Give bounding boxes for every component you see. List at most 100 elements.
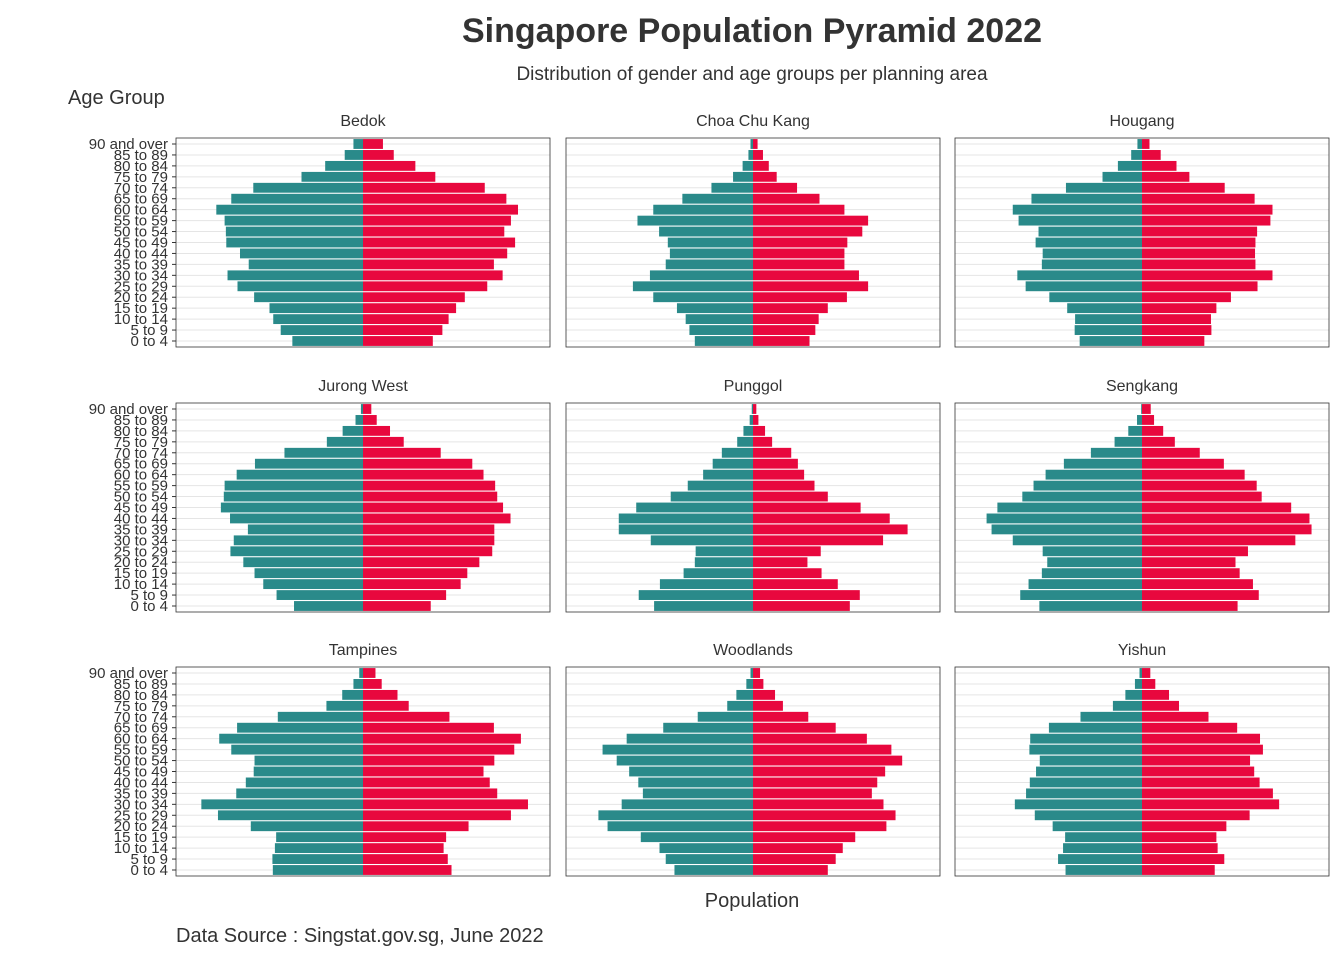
bar-left-bedok-90-and-over	[353, 139, 363, 149]
bar-right-choa-chu-kang-75-to-79	[753, 171, 777, 182]
bar-left-yishun-50-to-54	[1039, 755, 1142, 766]
bar-right-yishun-85-to-89	[1142, 679, 1156, 689]
y-tick-label: 0 to 4	[130, 598, 168, 615]
y-tick-label: 15 to 19	[114, 300, 168, 317]
bar-left-hougang-25-to-29	[1025, 281, 1142, 292]
bar-right-choa-chu-kang-50-to-54	[753, 226, 863, 237]
bar-left-tampines-25-to-29	[217, 810, 363, 821]
bar-left-punggol-5-to-9	[638, 590, 753, 600]
bar-left-hougang-40-to-44	[1042, 248, 1142, 259]
y-tick-label: 45 to 49	[114, 235, 168, 252]
y-tick-label: 50 to 54	[114, 224, 168, 241]
bar-right-punggol-5-to-9	[753, 590, 860, 600]
bar-left-hougang-65-to-69	[1031, 193, 1142, 204]
y-tick-label: 60 to 64	[114, 202, 168, 219]
bar-left-hougang-10-to-14	[1075, 314, 1142, 325]
y-tick-label: 30 to 34	[114, 267, 168, 284]
bar-right-hougang-20-to-24	[1142, 292, 1231, 303]
y-tick-label: 85 to 89	[114, 676, 168, 693]
bar-left-woodlands-0-to-4	[674, 865, 753, 875]
bar-left-sengkang-35-to-39	[991, 524, 1142, 535]
bar-left-hougang-35-to-39	[1041, 259, 1142, 270]
y-tick-label: 30 to 34	[114, 796, 168, 813]
bar-right-bedok-35-to-39	[363, 259, 494, 270]
bar-right-tampines-50-to-54	[363, 755, 495, 766]
bar-left-hougang-5-to-9	[1074, 325, 1142, 335]
bar-left-hougang-55-to-59	[1018, 215, 1142, 226]
panel-title-jurong-west: Jurong West	[318, 378, 408, 395]
bar-left-yishun-5-to-9	[1058, 854, 1142, 864]
bar-left-jurong-west-55-to-59	[224, 480, 363, 491]
bar-left-jurong-west-60-to-64	[236, 469, 363, 480]
bar-right-woodlands-40-to-44	[753, 777, 878, 788]
bar-right-yishun-60-to-64	[1142, 733, 1261, 744]
bar-right-yishun-15-to-19	[1142, 832, 1217, 843]
y-tick-label: 65 to 69	[114, 456, 168, 473]
y-tick-label: 0 to 4	[130, 333, 168, 350]
bar-right-woodlands-85-to-89	[753, 679, 764, 689]
bar-right-yishun-65-to-69	[1142, 722, 1238, 733]
panel-title-bedok: Bedok	[340, 113, 386, 130]
y-tick-label: 70 to 74	[114, 445, 168, 462]
bar-right-yishun-10-to-14	[1142, 843, 1218, 854]
bar-right-sengkang-65-to-69	[1142, 458, 1224, 469]
bar-right-punggol-30-to-34	[753, 535, 884, 546]
bar-left-woodlands-70-to-74	[697, 711, 753, 722]
chart-title: Singapore Population Pyramid 2022	[462, 12, 1042, 50]
y-tick-label: 65 to 69	[114, 720, 168, 737]
bar-left-tampines-35-to-39	[236, 788, 363, 799]
bar-left-choa-chu-kang-15-to-19	[676, 303, 753, 314]
bar-left-bedok-85-to-89	[344, 150, 363, 160]
bar-right-yishun-75-to-79	[1142, 700, 1179, 711]
bar-left-choa-chu-kang-55-to-59	[637, 215, 753, 226]
bar-left-choa-chu-kang-25-to-29	[632, 281, 753, 292]
bar-right-woodlands-10-to-14	[753, 843, 843, 854]
bar-left-tampines-45-to-49	[253, 766, 363, 777]
bar-left-yishun-90-and-over	[1139, 668, 1142, 678]
bar-right-choa-chu-kang-5-to-9	[753, 325, 816, 335]
chart-subtitle: Distribution of gender and age groups pe…	[516, 64, 988, 85]
bar-right-jurong-west-40-to-44	[363, 513, 511, 524]
bar-right-sengkang-0-to-4	[1142, 601, 1238, 611]
bar-right-yishun-70-to-74	[1142, 711, 1209, 722]
bar-right-woodlands-75-to-79	[753, 700, 783, 711]
bar-left-hougang-45-to-49	[1035, 237, 1142, 248]
bar-right-jurong-west-90-and-over	[363, 404, 372, 414]
panel-choa-chu-kang: Choa Chu Kang	[565, 113, 941, 348]
bar-left-choa-chu-kang-45-to-49	[667, 237, 753, 248]
bar-left-bedok-50-to-54	[225, 226, 363, 237]
bar-left-choa-chu-kang-75-to-79	[733, 171, 753, 182]
bar-left-woodlands-75-to-79	[727, 700, 753, 711]
bar-left-woodlands-25-to-29	[598, 810, 753, 821]
bar-right-sengkang-50-to-54	[1142, 491, 1262, 502]
bar-left-punggol-55-to-59	[687, 480, 753, 491]
bar-right-punggol-0-to-4	[753, 601, 850, 611]
bar-left-woodlands-10-to-14	[659, 843, 753, 854]
bar-left-hougang-20-to-24	[1049, 292, 1142, 303]
bar-right-bedok-65-to-69	[363, 193, 507, 204]
y-tick-label: 85 to 89	[114, 147, 168, 164]
bar-left-yishun-45-to-49	[1036, 766, 1142, 777]
bar-right-bedok-85-to-89	[363, 150, 394, 160]
bar-left-jurong-west-10-to-14	[263, 579, 363, 590]
bar-left-yishun-15-to-19	[1065, 832, 1142, 843]
bar-left-punggol-35-to-39	[618, 524, 753, 535]
bar-left-sengkang-10-to-14	[1028, 579, 1142, 590]
bar-right-yishun-30-to-34	[1142, 799, 1280, 810]
bar-right-yishun-35-to-39	[1142, 788, 1273, 799]
bar-right-hougang-80-to-84	[1142, 160, 1177, 171]
bar-left-jurong-west-70-to-74	[284, 447, 363, 458]
bar-right-punggol-10-to-14	[753, 579, 838, 590]
bar-left-bedok-30-to-34	[227, 270, 363, 281]
bar-right-choa-chu-kang-85-to-89	[753, 150, 763, 160]
bar-left-yishun-30-to-34	[1014, 799, 1142, 810]
bar-right-jurong-west-5-to-9	[363, 590, 447, 600]
bar-right-hougang-60-to-64	[1142, 204, 1273, 215]
bar-right-yishun-45-to-49	[1142, 766, 1255, 777]
bar-right-punggol-25-to-29	[753, 546, 821, 557]
bar-left-choa-chu-kang-90-and-over	[750, 139, 753, 149]
y-tick-label: 55 to 59	[114, 213, 168, 230]
bar-right-bedok-40-to-44	[363, 248, 508, 259]
bar-right-woodlands-45-to-49	[753, 766, 886, 777]
bar-left-woodlands-65-to-69	[663, 722, 753, 733]
